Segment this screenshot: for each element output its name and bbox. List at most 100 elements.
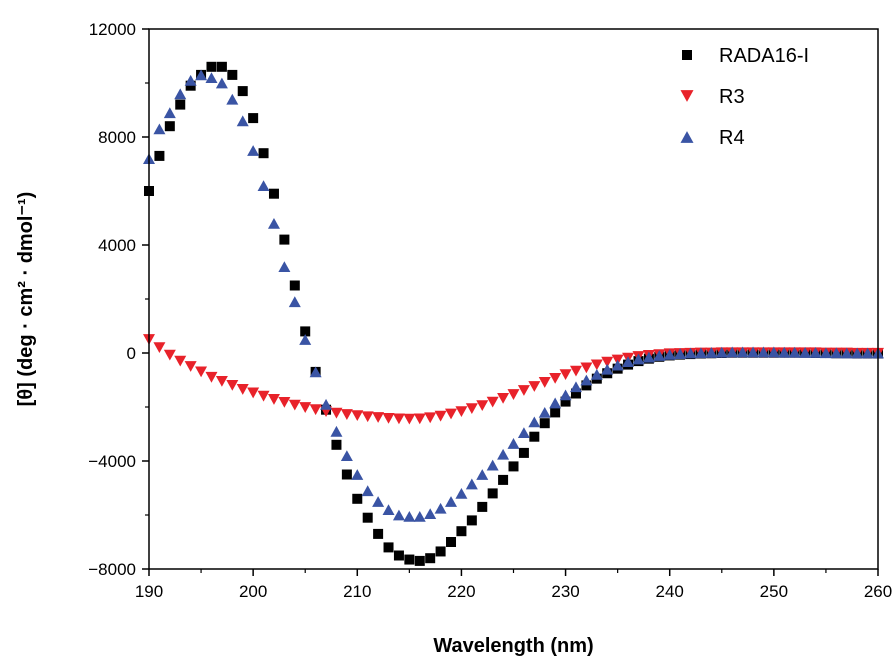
data-point <box>467 515 477 525</box>
data-point <box>509 461 519 471</box>
data-point <box>205 72 217 83</box>
data-point <box>247 145 259 156</box>
data-point <box>539 407 551 418</box>
data-point <box>362 485 374 496</box>
data-point <box>415 556 425 566</box>
data-point <box>488 488 498 498</box>
data-point <box>476 400 488 411</box>
data-point <box>372 412 384 423</box>
data-point <box>549 373 561 384</box>
data-point <box>289 296 301 307</box>
series-r3 <box>143 334 884 424</box>
data-point <box>237 384 249 395</box>
data-point <box>279 235 289 245</box>
legend-label: RADA16-I <box>719 45 809 67</box>
data-point <box>435 503 447 514</box>
data-point <box>226 94 238 105</box>
data-point <box>455 406 467 417</box>
data-point <box>341 409 353 420</box>
data-point <box>580 375 592 386</box>
data-point <box>164 107 176 118</box>
data-point <box>185 75 197 86</box>
data-point <box>153 342 165 353</box>
data-point <box>238 86 248 96</box>
legend-label: R3 <box>719 86 745 108</box>
data-point <box>154 151 164 161</box>
data-point <box>362 411 374 422</box>
data-point <box>373 529 383 539</box>
data-point <box>330 408 342 419</box>
data-point <box>206 62 216 72</box>
x-tick-label: 210 <box>343 582 371 601</box>
data-point <box>476 469 488 480</box>
legend-marker <box>681 90 694 102</box>
data-point <box>269 189 279 199</box>
data-point <box>217 62 227 72</box>
data-point <box>195 367 207 378</box>
legend: RADA16-I R3 R4 <box>681 45 810 149</box>
data-point <box>435 411 447 422</box>
data-point <box>320 399 332 410</box>
data-point <box>446 537 456 547</box>
data-point <box>205 372 217 383</box>
data-point <box>289 400 301 411</box>
series-r4 <box>143 70 884 522</box>
data-point <box>299 402 311 413</box>
data-point <box>247 388 259 399</box>
data-point <box>519 448 529 458</box>
y-axis: −8000−400004000800012000 <box>88 20 149 579</box>
data-point <box>550 407 560 417</box>
data-point <box>393 413 405 424</box>
data-point <box>330 426 342 437</box>
data-point <box>384 542 394 552</box>
data-point <box>414 413 426 424</box>
x-tick-label: 200 <box>239 582 267 601</box>
data-point <box>518 427 530 438</box>
data-point <box>466 403 478 414</box>
plot-frame <box>149 29 878 569</box>
data-point <box>278 397 290 408</box>
data-point <box>372 496 384 507</box>
data-point <box>165 121 175 131</box>
data-point <box>363 513 373 523</box>
data-point <box>216 78 228 89</box>
data-point <box>352 494 362 504</box>
data-point <box>341 450 353 461</box>
y-tick-label: 4000 <box>98 236 136 255</box>
data-point <box>580 362 592 373</box>
data-point <box>528 416 540 427</box>
data-point <box>498 475 508 485</box>
data-point <box>570 366 582 377</box>
x-axis: 190 200 210 220 230 240 250 260 <box>135 569 892 601</box>
y-axis-title: [θ] (deg · cm² · dmol⁻¹) <box>15 192 37 407</box>
plot-area <box>143 62 884 566</box>
x-tick-label: 240 <box>656 582 684 601</box>
data-point <box>445 409 457 420</box>
data-point <box>403 511 415 522</box>
data-point <box>455 488 467 499</box>
data-point <box>278 261 290 272</box>
data-point <box>528 381 540 392</box>
data-point <box>216 376 228 387</box>
data-point <box>403 414 415 425</box>
data-point <box>487 397 499 408</box>
data-point <box>164 350 176 361</box>
data-point <box>539 377 551 388</box>
data-point <box>477 502 487 512</box>
data-point <box>560 369 572 380</box>
legend-marker <box>681 131 694 143</box>
data-point <box>456 526 466 536</box>
data-point <box>226 380 238 391</box>
data-point <box>383 504 395 515</box>
y-tick-label: −8000 <box>88 560 136 579</box>
data-point <box>497 393 509 404</box>
y-tick-label: 0 <box>127 344 136 363</box>
x-axis-title: Wavelength (nm) <box>433 635 593 657</box>
series-rada16-i <box>144 62 883 566</box>
data-point <box>153 124 165 135</box>
data-point <box>227 70 237 80</box>
y-tick-label: −4000 <box>88 452 136 471</box>
data-point <box>258 391 270 402</box>
data-point <box>518 385 530 396</box>
